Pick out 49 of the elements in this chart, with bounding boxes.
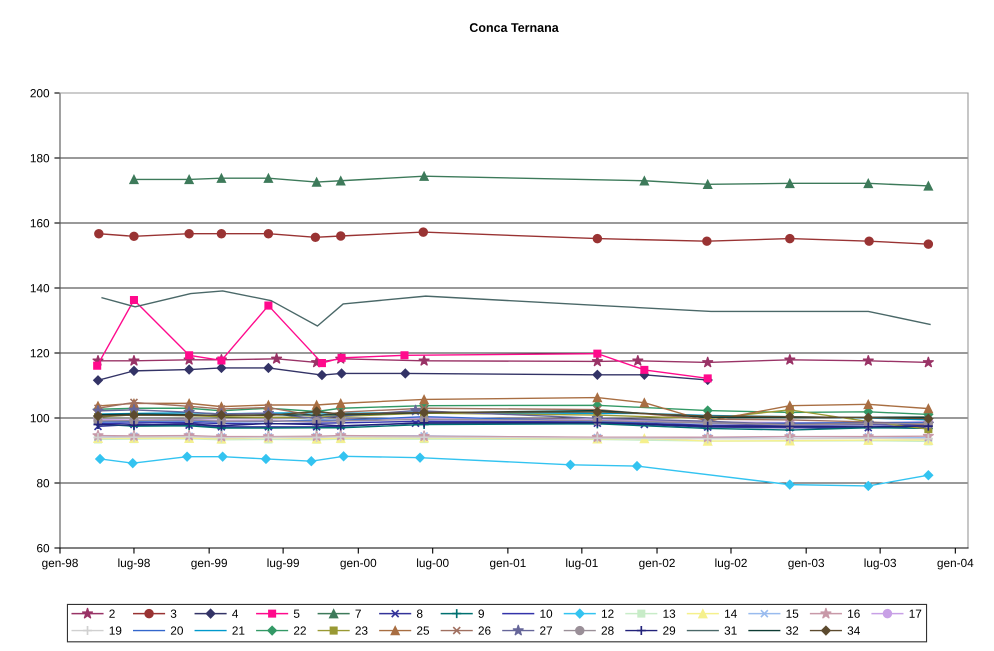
y-tick-label: 160 <box>30 219 50 228</box>
legend-label: 5 <box>294 610 300 618</box>
legend-label: 21 <box>232 626 244 635</box>
chart-title: Conca Ternana <box>470 23 559 32</box>
y-tick-label: 80 <box>36 479 50 488</box>
legend-label: 4 <box>232 610 238 618</box>
legend-label: 26 <box>478 626 491 635</box>
legend-label: 10 <box>540 610 552 618</box>
legend-label: 9 <box>478 610 484 618</box>
legend-label: 32 <box>786 626 798 635</box>
legend-label: 23 <box>355 626 368 635</box>
legend-label: 19 <box>110 626 122 635</box>
legend-label: 2 <box>109 610 115 618</box>
y-tick-label: 200 <box>30 89 50 98</box>
legend-label: 17 <box>910 610 922 618</box>
x-tick-label: gen-01 <box>490 558 526 570</box>
y-tick-label: 120 <box>30 349 50 358</box>
legend-label: 16 <box>848 610 860 618</box>
y-tick-label: 60 <box>37 544 50 552</box>
x-tick-label: lug-00 <box>417 558 449 570</box>
legend-label: 3 <box>170 610 176 618</box>
legend-label: 25 <box>417 626 430 635</box>
legend-label: 28 <box>602 626 614 635</box>
legend-label: 7 <box>356 610 361 618</box>
x-tick-label: gen-02 <box>639 558 675 570</box>
x-tick-label: lug-02 <box>715 558 747 570</box>
legend-label: 13 <box>663 610 676 618</box>
x-tick-label: lug-98 <box>118 558 150 570</box>
y-tick-label: 140 <box>30 284 50 292</box>
x-tick-label: gen-04 <box>937 558 974 570</box>
x-tick-label: gen-03 <box>788 558 824 570</box>
legend-label: 12 <box>602 610 614 618</box>
x-tick-label: gen-98 <box>42 558 78 570</box>
x-tick-label: lug-01 <box>566 558 598 570</box>
legend-label: 34 <box>848 626 860 635</box>
legend-label: 27 <box>540 626 552 635</box>
y-tick-label: 180 <box>30 154 50 162</box>
legend-label: 22 <box>294 626 306 635</box>
x-tick-label: lug-99 <box>268 558 299 570</box>
x-tick-label: gen-00 <box>340 558 376 570</box>
legend-label: 31 <box>724 626 737 635</box>
legend-label: 29 <box>663 626 676 635</box>
legend-label: 14 <box>725 610 737 618</box>
y-tick-label: 100 <box>30 414 50 422</box>
legend-label: 15 <box>786 610 798 618</box>
legend-label: 8 <box>416 610 422 618</box>
x-tick-label: lug-03 <box>864 558 896 570</box>
x-tick-label: gen-99 <box>191 558 227 570</box>
legend-label: 20 <box>170 626 183 635</box>
